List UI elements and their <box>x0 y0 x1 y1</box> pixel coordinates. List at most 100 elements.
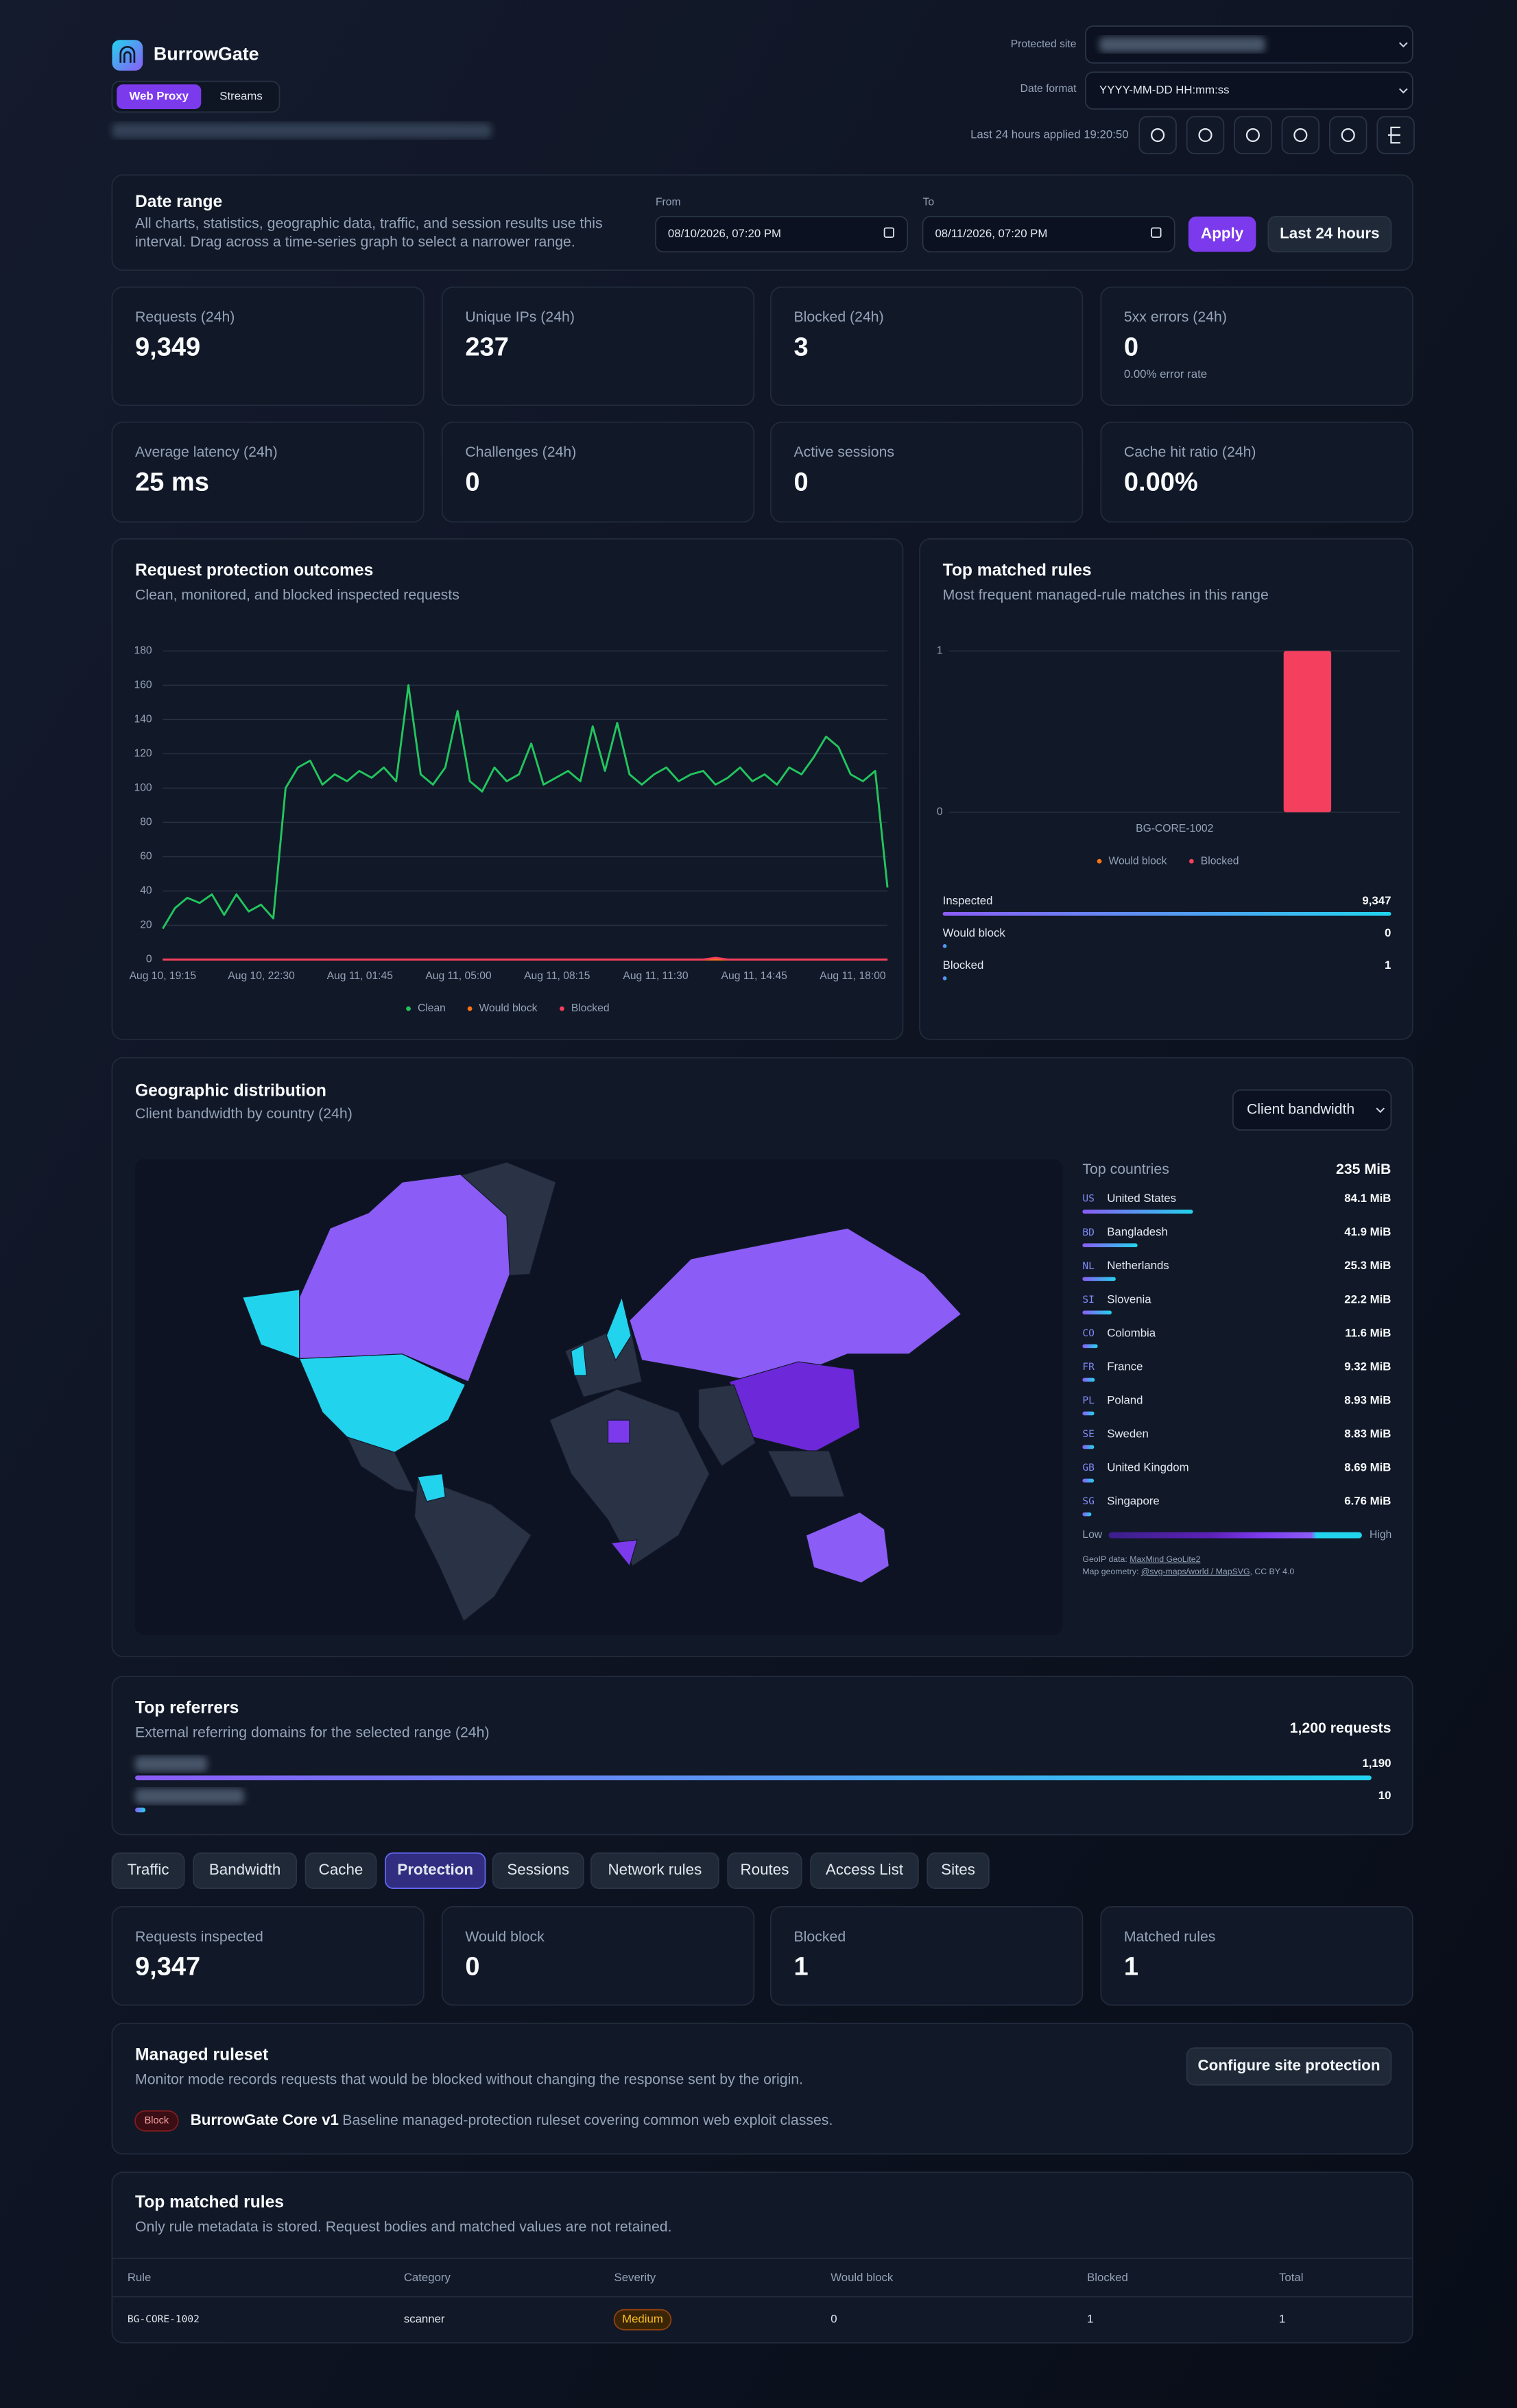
date-input[interactable] <box>655 215 909 253</box>
button-label[interactable]: Configure site protection <box>1198 2057 1381 2074</box>
country-code: NL <box>1082 1260 1095 1272</box>
tab-label[interactable]: Cache <box>319 1861 363 1878</box>
configure-button[interactable] <box>1186 2047 1392 2086</box>
x-tick-label: Aug 10, 22:30 <box>228 970 295 982</box>
date-input[interactable] <box>922 215 1175 253</box>
button-label[interactable]: Last 24 hours <box>1280 224 1379 241</box>
nav-tab[interactable] <box>385 1852 486 1889</box>
country-shape <box>606 1296 632 1362</box>
country-value: 8.83 MiB <box>1344 1427 1391 1440</box>
icon-button[interactable] <box>1281 116 1320 154</box>
tab-label[interactable]: Network rules <box>608 1861 702 1878</box>
calendar-icon <box>883 227 894 238</box>
country-shape <box>767 1450 846 1497</box>
icon <box>1341 128 1355 143</box>
nav-tab[interactable] <box>193 1852 297 1889</box>
country-shape <box>298 1353 466 1453</box>
tab-label[interactable]: Bandwidth <box>209 1861 280 1878</box>
redacted-site <box>1099 36 1265 53</box>
progress-bar <box>942 944 947 948</box>
column-header: Would block <box>831 2271 894 2284</box>
field-label: Date format <box>1020 83 1077 95</box>
chart-title: Request protection outcomes <box>135 561 373 579</box>
icon-button[interactable] <box>1328 116 1367 154</box>
metric-select[interactable] <box>1232 1089 1392 1131</box>
chevron <box>1399 88 1408 94</box>
nav-tab[interactable] <box>492 1852 584 1889</box>
progress-label: Blocked <box>943 959 984 972</box>
panel-subtitle: Client bandwidth by country (24h) <box>135 1105 353 1122</box>
bar-chart-panel <box>919 538 1413 1040</box>
tab-label[interactable]: Sites <box>941 1861 975 1878</box>
column-header: Blocked <box>1087 2271 1128 2284</box>
stat-card <box>111 1906 425 2006</box>
stat-value: 9,347 <box>135 1953 200 1982</box>
logo-glyph <box>119 45 136 63</box>
tab-label[interactable]: Protection <box>397 1861 473 1878</box>
column-header: Severity <box>614 2271 656 2284</box>
tab-label[interactable]: Traffic <box>128 1861 169 1878</box>
stat-label: Blocked (24h) <box>793 309 883 325</box>
reset-button[interactable] <box>1267 215 1392 253</box>
country-name: France <box>1107 1360 1143 1373</box>
country-value: 9.32 MiB <box>1344 1360 1391 1373</box>
nav-tab[interactable] <box>810 1852 919 1889</box>
icon-button[interactable] <box>1186 116 1225 154</box>
referrer-value: 10 <box>1378 1789 1391 1802</box>
panel-title: Date range <box>135 193 222 211</box>
legend-swatch <box>406 1006 411 1011</box>
nav-tab[interactable] <box>927 1852 990 1889</box>
tab-label[interactable]: Access List <box>826 1861 904 1878</box>
country-code: BD <box>1082 1227 1095 1238</box>
stat-label: Cache hit ratio (24h) <box>1124 444 1256 460</box>
legend-low: Low <box>1082 1529 1102 1541</box>
mode-tab[interactable]: Streams <box>219 89 262 102</box>
tab-label[interactable]: Routes <box>741 1861 789 1878</box>
nav-tab[interactable] <box>590 1852 719 1889</box>
country-value: 84.1 MiB <box>1344 1192 1391 1205</box>
country-code: SG <box>1082 1495 1095 1507</box>
referrer-bar <box>135 1807 146 1813</box>
bar <box>1283 651 1332 812</box>
stat-label: Would block <box>465 1928 545 1945</box>
country-name: Poland <box>1107 1393 1143 1406</box>
y-tick-label: 120 <box>134 748 152 760</box>
referrers-total: 1,200 requests <box>1290 1720 1391 1736</box>
chart-subtitle: Clean, monitored, and blocked inspected … <box>135 586 459 603</box>
chevron <box>1399 42 1408 48</box>
mode-active[interactable] <box>117 84 202 109</box>
stat-card <box>770 421 1084 523</box>
nav-tab[interactable] <box>727 1852 802 1889</box>
legend-label: Blocked <box>1201 855 1239 867</box>
country-name: Sweden <box>1107 1427 1149 1440</box>
panel-title: Geographic distribution <box>135 1081 326 1100</box>
icon <box>1387 126 1400 144</box>
apply-button[interactable] <box>1188 216 1256 252</box>
ruleset-summary: Baseline managed-protection ruleset cove… <box>342 2112 833 2128</box>
country-shape <box>571 1344 587 1376</box>
credit-link[interactable]: @svg-maps/world / MapSVG <box>1141 1567 1250 1576</box>
country-name: Slovenia <box>1107 1292 1151 1305</box>
icon-button[interactable] <box>1234 116 1272 154</box>
y-tick-label: 100 <box>134 782 152 794</box>
tab-label[interactable]: Sessions <box>507 1861 569 1878</box>
map-frame <box>135 1159 1063 1635</box>
table-cell: 1 <box>1087 2313 1093 2326</box>
severity-badge <box>613 2309 672 2331</box>
nav-tab[interactable] <box>304 1852 377 1889</box>
table-cell: BG-CORE-1002 <box>128 2313 200 2325</box>
stat-note: 0.00% error rate <box>1124 368 1207 381</box>
icon <box>1245 128 1260 143</box>
country-name: Netherlands <box>1107 1259 1169 1272</box>
mode-tab[interactable]: Web Proxy <box>130 89 189 102</box>
country-shape <box>698 1384 756 1467</box>
column-header: Category <box>404 2271 451 2284</box>
button-label[interactable]: Apply <box>1201 224 1244 241</box>
nav-tab[interactable] <box>111 1852 185 1889</box>
stat-card <box>441 286 755 407</box>
country-bar <box>1082 1209 1193 1214</box>
credit-link[interactable]: MaxMind GeoLite2 <box>1130 1554 1200 1564</box>
icon-button[interactable] <box>1138 116 1177 154</box>
date-format-select[interactable] <box>1084 71 1413 110</box>
